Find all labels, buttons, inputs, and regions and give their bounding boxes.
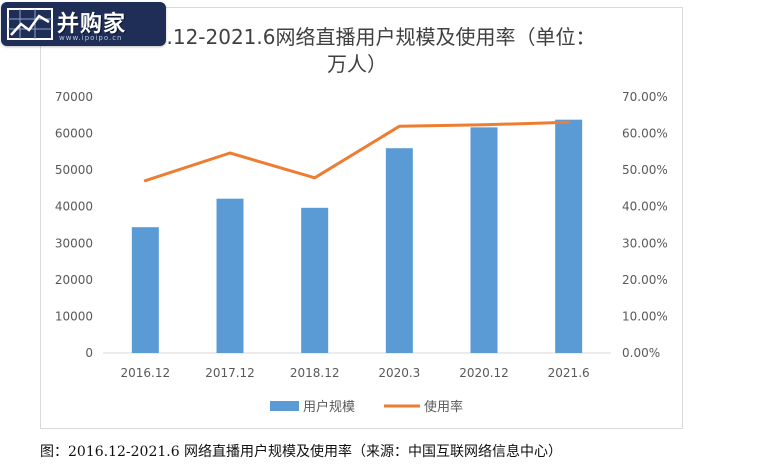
bar-2017.12 [216, 198, 244, 353]
category-label: 2020.3 [378, 366, 420, 380]
bar-2018.12 [301, 207, 329, 353]
figure-caption: 图：2016.12-2021.6 网络直播用户规模及使用率（来源：中国互联网络信… [40, 444, 563, 460]
right-tick-label: 20.00% [622, 273, 668, 287]
right-tick-label: 0.00% [622, 346, 660, 360]
category-label: 2016.12 [121, 366, 171, 380]
left-tick-label: 40000 [55, 200, 93, 214]
left-tick-label: 10000 [55, 309, 93, 323]
bar-2020.12 [470, 127, 498, 354]
right-tick-label: 40.00% [622, 200, 668, 214]
line-series [143, 120, 571, 183]
left-tick-label: 0 [85, 346, 93, 360]
category-labels: 2016.12 2017.12 2018.12 2020.3 2020.12 2021.6 [121, 366, 590, 380]
left-tick-label: 70000 [55, 90, 93, 104]
watermark-brand: 并购家 [57, 12, 127, 37]
chart-title: .12-2021.6网络直播用户规模及使用率（单位： [166, 25, 595, 49]
category-label: 2017.12 [205, 366, 255, 380]
left-tick-label: 50000 [55, 163, 93, 177]
left-tick-label: 60000 [55, 127, 93, 141]
bar-2021.6 [555, 119, 583, 353]
watermark-logo: 并购家 www.ipoipo.cn [1, 2, 166, 46]
legend-bar-label: 用户规模 [303, 399, 355, 415]
right-tick-label: 70.00% [622, 90, 668, 104]
category-label: 2018.12 [290, 366, 340, 380]
category-label: 2021.6 [548, 366, 590, 380]
left-tick-label: 20000 [55, 273, 93, 287]
right-axis-ticks: 0.00% 10.00% 20.00% 30.00% 40.00% 50.00% 60.00… [622, 90, 668, 360]
left-axis-ticks: 0 10000 20000 30000 40000 50000 60000 70000 [55, 90, 93, 360]
usage-rate-line [143, 120, 571, 183]
bar-2016.12 [131, 227, 159, 353]
right-tick-label: 30.00% [622, 236, 668, 250]
category-label: 2020.12 [459, 366, 509, 380]
bar-series [131, 119, 583, 354]
legend: 用户规模 使用率 [270, 399, 463, 415]
chart-title-line2: 万人） [327, 52, 387, 76]
right-tick-label: 50.00% [622, 163, 668, 177]
legend-line-label: 使用率 [424, 399, 463, 415]
watermark-url: www.ipoipo.cn [59, 34, 123, 42]
bar-2020.3 [385, 148, 413, 353]
legend-bar-swatch [270, 401, 299, 411]
right-tick-label: 10.00% [622, 309, 668, 323]
right-tick-label: 60.00% [622, 127, 668, 141]
chart-logo-icon [7, 8, 53, 40]
left-tick-label: 30000 [55, 236, 93, 250]
